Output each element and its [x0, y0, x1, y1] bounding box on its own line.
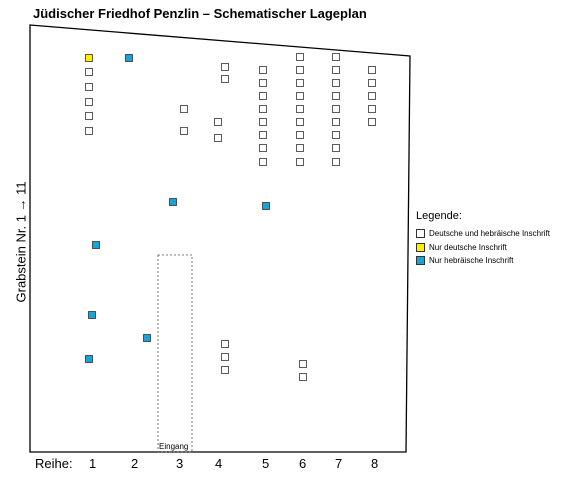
gravestone-both [296, 158, 304, 166]
gravestone-both [259, 144, 267, 152]
gravestone-both [214, 134, 222, 142]
gravestone-both [85, 68, 93, 76]
gravestone-hebrew [92, 241, 100, 249]
gravestone-both [332, 66, 340, 74]
row-label-8: 8 [371, 456, 379, 471]
gravestone-both [259, 131, 267, 139]
gravestone-hebrew [85, 355, 93, 363]
gravestone-both [299, 373, 307, 381]
gravestone-both [299, 360, 307, 368]
row-label-3: 3 [176, 456, 184, 471]
gravestone-both [296, 92, 304, 100]
legend-title: Legende: [416, 210, 462, 222]
gravestone-hebrew [88, 311, 96, 319]
legend-item-hebrew: Nur hebräische Inschrift [416, 254, 550, 268]
gravestone-both [296, 79, 304, 87]
gravestone-both [259, 118, 267, 126]
legend-swatch-blue [416, 256, 425, 266]
legend-item-german: Nur deutsche Inschrift [416, 241, 550, 255]
gravestone-both [259, 158, 267, 166]
gravestone-both [296, 131, 304, 139]
gravestone-both [214, 118, 222, 126]
gravestone-both [221, 75, 229, 83]
row-label-2: 2 [131, 456, 139, 471]
legend-label: Nur deutsche Inschrift [429, 242, 507, 252]
row-label-7: 7 [335, 456, 343, 471]
entrance-path [157, 254, 193, 453]
row-label-4: 4 [215, 456, 223, 471]
gravestone-both [332, 158, 340, 166]
gravestone-both [332, 144, 340, 152]
gravestone-both [296, 144, 304, 152]
gravestone-both [296, 105, 304, 113]
gravestone-both [259, 79, 267, 87]
gravestone-german [85, 54, 93, 62]
gravestone-both [221, 366, 229, 374]
row-label-6: 6 [299, 456, 307, 471]
gravestone-both [85, 83, 93, 91]
gravestone-both [259, 105, 267, 113]
gravestone-both [332, 105, 340, 113]
legend-label: Deutsche und hebräische Inschrift [429, 229, 550, 239]
entrance-label: Eingang [159, 442, 188, 451]
gravestone-both [332, 131, 340, 139]
gravestone-both [368, 66, 376, 74]
map-title: Jüdischer Friedhof Penzlin – Schematisch… [33, 6, 367, 21]
gravestone-both [332, 79, 340, 87]
gravestone-hebrew [143, 334, 151, 342]
gravestone-both [85, 98, 93, 106]
gravestone-both [85, 127, 93, 135]
gravestone-both [180, 105, 188, 113]
gravestone-both [296, 118, 304, 126]
gravestone-both [259, 66, 267, 74]
gravestone-both [259, 92, 267, 100]
gravestone-both [221, 353, 229, 361]
y-axis-label: Grabstein Nr. 1 → 11 [13, 181, 29, 303]
gravestones [85, 53, 376, 381]
legend: Legende: Deutsche und hebräische Inschri… [416, 210, 550, 268]
gravestone-both [85, 112, 93, 120]
row-label-5: 5 [262, 456, 270, 471]
gravestone-both [368, 92, 376, 100]
gravestone-hebrew [125, 54, 133, 62]
gravestone-both [368, 105, 376, 113]
legend-swatch-white [416, 229, 425, 239]
gravestone-both [296, 66, 304, 74]
gravestone-both [332, 92, 340, 100]
cemetery-boundary [29, 24, 411, 453]
legend-label: Nur hebräische Inschrift [429, 256, 514, 266]
gravestone-both [221, 340, 229, 348]
gravestone-both [332, 53, 340, 61]
gravestone-both [368, 118, 376, 126]
gravestone-both [368, 79, 376, 87]
gravestone-both [180, 127, 188, 135]
row-axis-label: Reihe: [35, 456, 73, 471]
gravestone-both [221, 63, 229, 71]
gravestone-hebrew [262, 202, 270, 210]
legend-swatch-yellow [416, 242, 425, 252]
legend-item-both: Deutsche und hebräische Inschrift [416, 227, 550, 241]
row-label-1: 1 [89, 456, 97, 471]
gravestone-both [332, 118, 340, 126]
gravestone-hebrew [169, 198, 177, 206]
gravestone-both [296, 53, 304, 61]
